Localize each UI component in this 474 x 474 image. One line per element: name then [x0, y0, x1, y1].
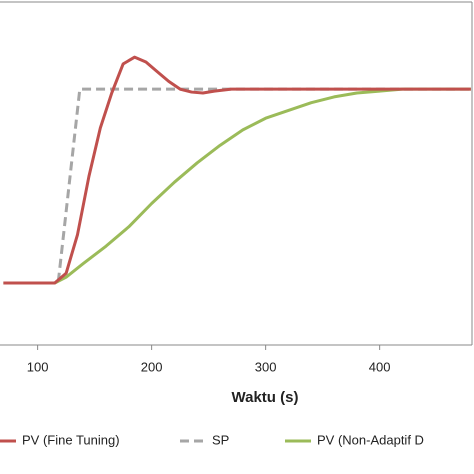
x-tick-label: 400: [369, 359, 391, 374]
legend-label: PV (Non-Adaptif D: [317, 432, 424, 447]
x-tick-label: 200: [141, 359, 163, 374]
legend-label: SP: [212, 432, 229, 447]
x-tick-label: 100: [27, 359, 49, 374]
series-line: [3, 55, 471, 285]
x-axis-label: Waktu (s): [232, 389, 299, 406]
legend-label: PV (Fine Tuning): [22, 432, 120, 447]
x-tick-label: 300: [255, 359, 277, 374]
series-line: [3, 87, 471, 285]
